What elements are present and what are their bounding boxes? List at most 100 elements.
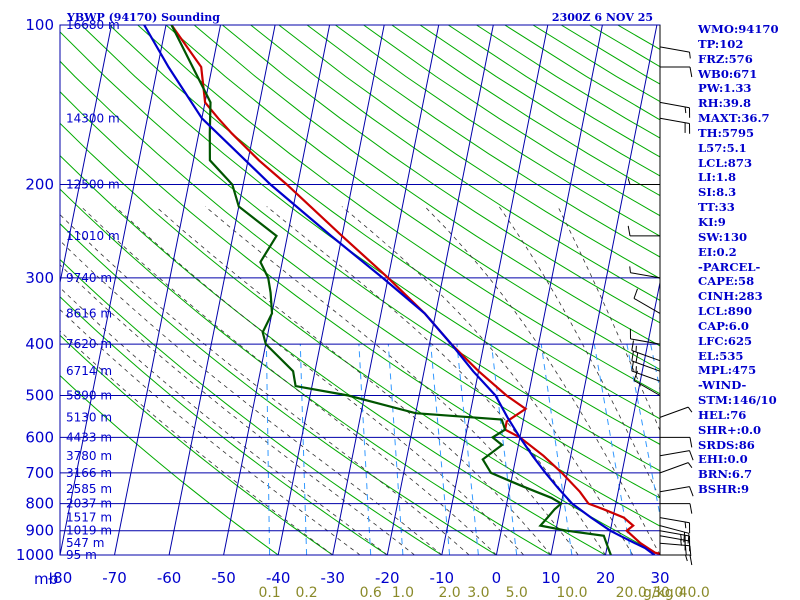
index-item: TH:5795 — [698, 125, 755, 140]
height-label: 5130 m — [66, 410, 112, 424]
height-label: 11010 m — [66, 229, 120, 243]
isotherm — [605, 279, 660, 555]
temperature-tick-label: -70 — [102, 569, 127, 587]
height-label: 9740 m — [66, 271, 112, 285]
mixing-ratio-tick-label: 0.6 — [360, 585, 382, 600]
wind-barb — [631, 340, 661, 362]
isotherm — [223, 25, 331, 555]
height-label: 7620 m — [66, 337, 112, 351]
moist-adiabat — [341, 206, 634, 555]
mixing-ratio-tick-label: 3.0 — [467, 585, 489, 600]
isotherm — [386, 25, 494, 555]
index-item: HEL:76 — [698, 407, 747, 422]
height-label: 3780 m — [66, 449, 112, 463]
dry-adiabat — [60, 223, 497, 555]
wind-barb — [659, 486, 694, 497]
mixing-ratio-tick-label: 40.0 — [679, 585, 710, 600]
height-label: 6714 m — [66, 364, 112, 378]
pressure-tick-label: 100 — [25, 16, 54, 34]
temperature-tick-label: -50 — [211, 569, 236, 587]
index-item: EL:535 — [698, 348, 744, 363]
height-label: 1019 m — [66, 524, 112, 538]
mixing-ratio-line — [456, 344, 479, 555]
mixing-ratio-line — [387, 344, 404, 555]
index-item: SI:8.3 — [698, 185, 737, 200]
moist-adiabat — [114, 206, 524, 555]
height-label: 12500 m — [66, 178, 120, 192]
mixing-ratio-line — [626, 344, 660, 518]
height-label: 2585 m — [66, 482, 112, 496]
pressure-tick-label: 200 — [25, 176, 54, 194]
wind-barb — [659, 101, 691, 118]
dry-adiabat — [193, 25, 660, 347]
wind-barb — [659, 517, 691, 534]
dry-adiabat — [60, 374, 279, 555]
temperature-tick-label: -20 — [375, 569, 400, 587]
pressure-tick-label: 700 — [25, 464, 54, 482]
mixing-ratio-line — [358, 344, 372, 555]
index-item: WMO:94170 — [698, 22, 779, 36]
wind-barb — [627, 178, 660, 185]
dry-adiabat — [222, 25, 660, 324]
dry-adiabat — [60, 188, 552, 555]
isotherm — [168, 25, 276, 555]
mixing-ratio-unit-label: g/kg — [643, 585, 674, 600]
height-label: 14300 m — [66, 111, 120, 125]
isotherm — [441, 25, 549, 555]
temperature-tick-label: -30 — [320, 569, 345, 587]
height-label: 4433 m — [66, 430, 112, 444]
wind-barb — [659, 117, 691, 134]
dry-adiabat — [306, 25, 660, 258]
index-item: SHR+:0.0 — [698, 422, 762, 437]
wind-barb — [659, 406, 693, 418]
profiles — [143, 25, 660, 555]
mixing-ratio-tick-label: 30.0 — [652, 585, 683, 600]
isotherm — [114, 25, 221, 555]
dry-adiabat — [60, 334, 333, 555]
wind-barb — [627, 225, 660, 237]
index-item: MAXT:36.7 — [698, 111, 770, 126]
index-item: TT:33 — [698, 200, 735, 215]
pressure-tick-label: 600 — [25, 428, 54, 446]
isotherm — [60, 25, 112, 286]
height-label: 16680 m — [66, 18, 120, 32]
background-lines — [60, 25, 660, 555]
pressure-tick-label: 800 — [25, 495, 54, 513]
temperature-tick-label: -80 — [48, 569, 73, 587]
wind-barb — [659, 450, 694, 461]
index-item: LFC:625 — [698, 333, 753, 348]
mixing-ratio-tick-label: 1.0 — [392, 585, 414, 600]
isotherm — [550, 25, 658, 555]
pressure-tick-label: 900 — [25, 522, 54, 540]
index-item: CAP:6.0 — [698, 318, 749, 333]
wind-barb — [660, 66, 693, 78]
index-item: CINH:283 — [698, 289, 763, 304]
index-item: STM:146/10 — [698, 393, 777, 408]
index-item: BSHR:9 — [698, 482, 750, 497]
dry-adiabat — [137, 25, 660, 395]
moist-adiabat — [60, 214, 470, 555]
mixing-ratio-line — [490, 344, 518, 555]
index-item: TP:102 — [698, 36, 744, 51]
moist-adiabat — [60, 309, 361, 555]
wind-barb — [660, 554, 693, 566]
pressure-tick-label: 300 — [25, 269, 54, 287]
mixing-ratio-tick-label: 0.2 — [295, 585, 317, 600]
moist-adiabat — [80, 206, 497, 555]
dry-adiabat — [60, 296, 388, 555]
temperature-tick-label: 30 — [650, 569, 669, 587]
index-item: WB0:671 — [698, 66, 758, 81]
wind-barb — [629, 266, 661, 279]
index-item: PW:1.33 — [698, 81, 752, 96]
index-item: -WIND- — [698, 378, 747, 393]
mixing-ratio-line — [265, 344, 271, 555]
mixing-ratio-tick-label: 2.0 — [438, 585, 460, 600]
height-label: 1517 m — [66, 511, 112, 525]
indices-panel: WMO:94170 TP:102 FRZ:576 WB0:671 PW:1.33 RH:3… — [698, 22, 800, 497]
parcel-line — [143, 25, 656, 555]
moist-adiabat — [266, 206, 606, 555]
height-label: 2037 m — [66, 497, 112, 511]
wind-barb — [660, 503, 693, 514]
